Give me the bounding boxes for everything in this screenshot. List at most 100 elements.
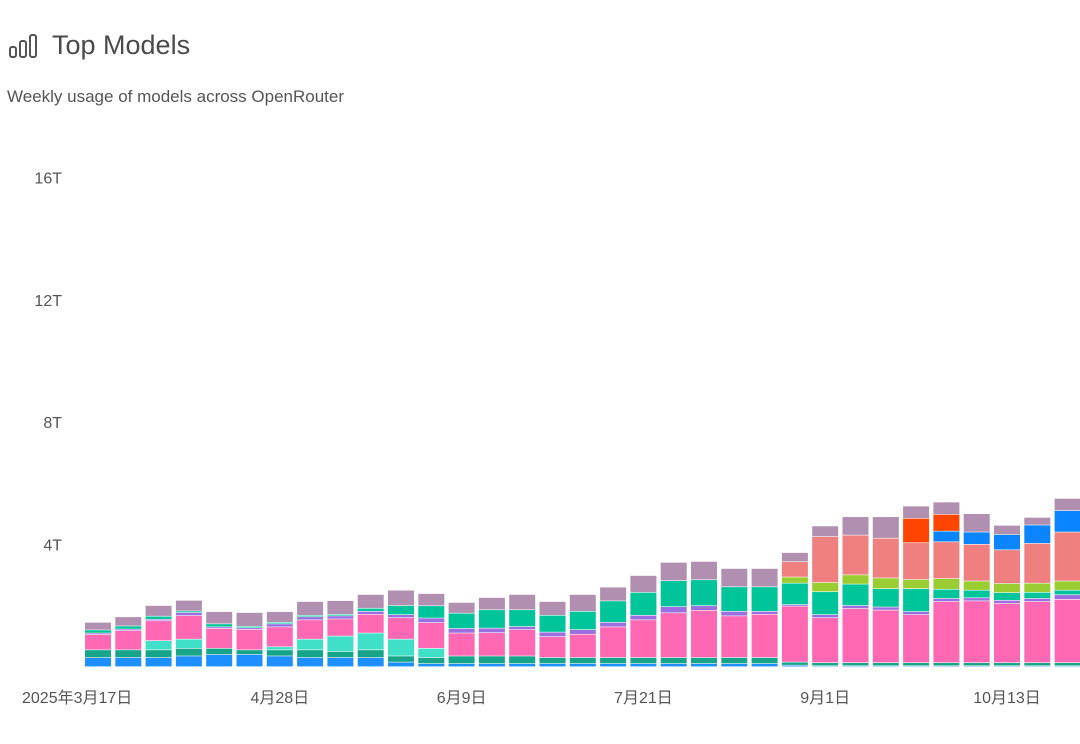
- bar-segment: [691, 663, 717, 667]
- bar-segment: [630, 657, 657, 664]
- bar-stack[interactable]: [357, 594, 384, 667]
- bar-segment: [1054, 581, 1080, 590]
- bar-segment: [357, 650, 384, 658]
- bar-stack[interactable]: [721, 568, 748, 667]
- bar-stack[interactable]: [388, 590, 414, 667]
- bar-stack[interactable]: [145, 605, 172, 667]
- bar-segment: [327, 619, 354, 636]
- bar-stack[interactable]: [327, 600, 354, 667]
- bar-stack[interactable]: [266, 611, 293, 667]
- bar-segment: [145, 657, 172, 667]
- bar-segment: [842, 517, 869, 535]
- bar-stack[interactable]: [994, 525, 1020, 667]
- bar-segment: [812, 663, 839, 666]
- bar-segment: [85, 650, 111, 658]
- bar-segment: [539, 637, 566, 658]
- bar-segment: [903, 579, 930, 589]
- bar-stack[interactable]: [418, 593, 445, 667]
- bar-stack[interactable]: [175, 600, 202, 667]
- bar-stack[interactable]: [660, 562, 687, 667]
- bar-stack[interactable]: [630, 575, 657, 667]
- bar-stack[interactable]: [569, 594, 596, 667]
- bar-stack[interactable]: [539, 601, 566, 667]
- bar-segment: [569, 657, 596, 664]
- bar-stack[interactable]: [236, 612, 263, 667]
- bar-segment: [691, 606, 717, 611]
- bar-chart-icon: [9, 33, 37, 58]
- bar-segment: [1024, 598, 1051, 602]
- bar-segment: [1054, 595, 1080, 600]
- bar-stack[interactable]: [781, 552, 808, 667]
- bar-segment: [297, 657, 324, 667]
- bar-segment: [994, 525, 1020, 535]
- bar-segment: [630, 592, 657, 615]
- bar-segment: [994, 663, 1020, 666]
- bar-segment: [236, 629, 263, 650]
- bar-segment: [418, 648, 445, 658]
- x-tick-label: 9月1日: [800, 690, 850, 707]
- bar-segment: [236, 628, 263, 630]
- bar-stack[interactable]: [297, 601, 324, 667]
- bar-stack[interactable]: [509, 594, 536, 667]
- bar-segment: [1054, 498, 1080, 511]
- bar-stack[interactable]: [812, 526, 839, 667]
- bar-segment: [721, 587, 748, 612]
- bar-stack[interactable]: [478, 597, 505, 667]
- bar-segment: [994, 550, 1020, 584]
- bar-stack[interactable]: [691, 561, 717, 667]
- bar-segment: [872, 610, 899, 663]
- bar-segment: [630, 615, 657, 620]
- bar-stack[interactable]: [1054, 498, 1080, 667]
- bar-stack[interactable]: [206, 611, 233, 667]
- bar-segment: [600, 657, 627, 664]
- bar-stack[interactable]: [963, 514, 990, 667]
- bar-segment: [448, 613, 475, 629]
- bar-stack[interactable]: [85, 622, 111, 667]
- bar-segment: [418, 657, 445, 664]
- bar-stack[interactable]: [872, 517, 899, 667]
- bar-segment: [842, 605, 869, 609]
- bar-segment: [297, 620, 324, 639]
- bar-segment: [145, 650, 172, 658]
- bar-segment: [1054, 590, 1080, 595]
- bar-segment: [933, 531, 960, 542]
- bar-segment: [721, 611, 748, 616]
- bar-segment: [418, 618, 445, 623]
- bar-stack[interactable]: [115, 617, 142, 667]
- bar-segment: [1054, 510, 1080, 532]
- bar-segment: [994, 603, 1020, 663]
- bar-segment: [691, 580, 717, 606]
- bar-segment: [418, 622, 445, 649]
- x-tick-label: 2025年3月17日: [22, 689, 132, 707]
- bar-stack[interactable]: [933, 502, 960, 667]
- bar-segment: [569, 594, 596, 612]
- bar-segment: [509, 610, 536, 627]
- bar-stack[interactable]: [903, 506, 930, 667]
- bar-segment: [115, 657, 142, 667]
- bar-segment: [509, 629, 536, 656]
- bar-segment: [842, 575, 869, 584]
- bar-segment: [751, 663, 778, 667]
- bar-segment: [781, 662, 808, 665]
- bar-segment: [781, 577, 808, 583]
- bar-stack[interactable]: [751, 568, 778, 667]
- bar-stack[interactable]: [1024, 517, 1051, 667]
- bar-segment: [721, 663, 748, 667]
- bar-segment: [418, 663, 445, 667]
- bar-segment: [600, 663, 627, 667]
- bar-segment: [448, 602, 475, 613]
- bar-segment: [297, 617, 324, 620]
- bar-segment: [903, 543, 930, 580]
- bar-segment: [963, 663, 990, 666]
- bar-segment: [933, 663, 960, 666]
- bar-stack[interactable]: [842, 517, 869, 667]
- bar-segment: [478, 633, 505, 656]
- bar-stack[interactable]: [600, 587, 627, 667]
- bar-segment: [994, 534, 1020, 550]
- bar-segment: [630, 620, 657, 658]
- bar-segment: [1024, 601, 1051, 663]
- bar-segment: [85, 633, 111, 635]
- bar-stack[interactable]: [448, 602, 475, 667]
- bar-segment: [781, 665, 808, 667]
- bar-segment: [266, 624, 293, 627]
